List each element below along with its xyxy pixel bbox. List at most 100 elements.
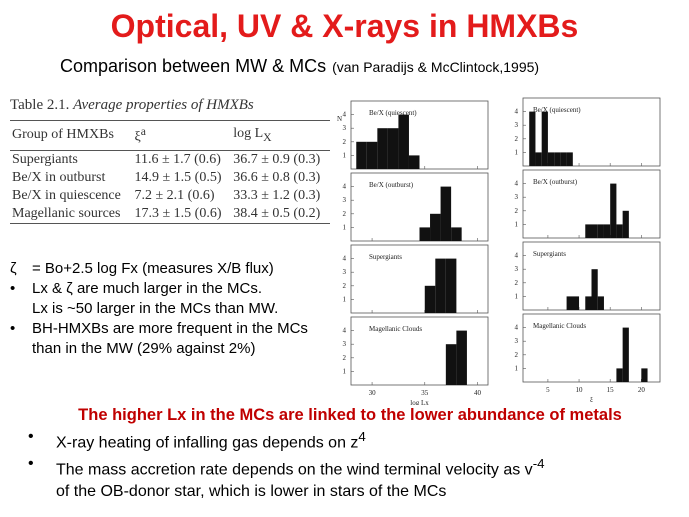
panel-label: Magellanic Clouds — [533, 322, 586, 330]
table-cell: 7.2 ± 2.1 (0.6) — [134, 187, 215, 203]
header-cell: log LX — [231, 120, 330, 151]
histogram-bar — [541, 111, 548, 166]
header-text: ξ — [134, 129, 141, 145]
x-tick-label: 40 — [474, 389, 482, 397]
table-row: Be/X in outburst 14.9 ± 1.5 (0.5) 36.6 ± 0… — [10, 169, 330, 187]
x-tick-label: 35 — [421, 389, 429, 397]
bullet-text: Lx & ζ are much larger in the MCs. — [32, 280, 263, 297]
header-text: Group of HMXBs — [12, 127, 114, 143]
y-tick-label: 3 — [343, 124, 347, 132]
bullet-sup: 4 — [358, 429, 366, 444]
header-sup: a — [140, 125, 146, 138]
histogram-bar — [641, 368, 648, 382]
table-cell: 14.9 ± 1.5 (0.5) — [134, 169, 222, 185]
bullet-text: The mass accretion rate depends on the w… — [56, 461, 533, 479]
bottom-text: The higher Lx in the MCs are linked to t… — [10, 405, 689, 502]
y-tick-label: 2 — [515, 135, 519, 143]
bullet-text-block: BH-HMXBs are more frequent in the MCs th… — [32, 319, 340, 359]
panel-label: Supergiants — [369, 253, 402, 261]
table-cell: Be/X in outburst — [12, 169, 106, 185]
bullet-marker: • — [10, 280, 16, 297]
histogram-bar — [408, 155, 420, 169]
table-row: Be/X in quiescence 7.2 ± 2.1 (0.6) 33.3 ± … — [10, 187, 330, 205]
table-cell: 11.6 ± 1.7 (0.6) — [134, 151, 221, 167]
figure-left: Be/X (quiescent) 1 2 3 4 Be/X (outburst) 1 2 3 4 S… — [337, 100, 489, 405]
histogram-bar — [398, 114, 409, 169]
table-cell: 36.6 ± 0.8 (0.3) — [233, 169, 321, 185]
bullet-text: X-ray heating of infalling gas depends o… — [56, 434, 359, 452]
bullet-text: BH-HMXBs are more frequent in the MCs th… — [32, 320, 308, 357]
heading: The higher Lx in the MCs are linked to t… — [78, 406, 622, 424]
bullet-sup: -4 — [532, 456, 545, 472]
histogram-bar — [377, 128, 388, 169]
x-tick-label: 30 — [369, 389, 377, 397]
y-tick-label: 1 — [343, 151, 347, 159]
y-tick-label: 2 — [515, 351, 519, 359]
panel-frame — [350, 316, 489, 386]
y-tick-label: 4 — [343, 255, 347, 263]
histogram-bar — [366, 141, 378, 169]
histogram-bar — [419, 227, 431, 241]
bullet-text-block: The mass accretion rate depends on the w… — [56, 453, 545, 501]
histogram-bar — [535, 152, 542, 166]
y-tick-label: 1 — [343, 223, 347, 231]
histogram-bar — [547, 152, 555, 166]
y-tick-label: 4 — [343, 111, 347, 119]
table: Table 2.1. Average properties of HMXBs G… — [10, 97, 330, 224]
bullet-text-block: Lx & ζ are much larger in the MCs. Lx is … — [32, 279, 278, 319]
histogram-bar — [603, 224, 611, 238]
panel-label: Supergiants — [533, 250, 566, 258]
bullet-marker: • — [28, 428, 34, 445]
bullet-text-block: X-ray heating of infalling gas depends o… — [56, 426, 366, 453]
table-cell: 36.7 ± 0.9 (0.3) — [233, 151, 321, 167]
histogram-bar — [356, 141, 367, 169]
y-tick-label: 4 — [343, 327, 347, 335]
y-tick-label: 1 — [515, 148, 519, 156]
table-cell: 38.4 ± 0.5 (0.2) — [233, 205, 321, 221]
histogram-bar — [529, 111, 536, 166]
histogram-bar — [616, 224, 623, 238]
histogram-bar — [456, 330, 467, 385]
bullet: • BH-HMXBs are more frequent in the MCs t… — [10, 319, 340, 359]
figure-right: Be/X (quiescent) 1 2 3 4 Be/X (outburst) 1 2 3 4 S… — [515, 97, 661, 402]
table-cell: Supergiants — [12, 151, 78, 167]
table-cell: Be/X in quiescence — [12, 187, 121, 203]
table-row: Magellanic sources 17.3 ± 1.5 (0.6) 38.4 ±… — [10, 205, 330, 224]
y-tick-label: 4 — [515, 180, 519, 188]
panel-label: Be/X (outburst) — [369, 181, 414, 189]
y-tick-label: 3 — [343, 268, 347, 276]
y-tick-label: 1 — [343, 367, 347, 375]
bullet: • Lx & ζ are much larger in the MCs. Lx is… — [10, 279, 340, 319]
y-tick-label: 2 — [515, 279, 519, 287]
y-tick-label: 1 — [343, 295, 347, 303]
caption-label: Table 2.1. — [10, 97, 70, 113]
y-tick-label: 3 — [515, 121, 519, 129]
histogram-bar — [435, 258, 446, 313]
histogram-bar — [554, 152, 561, 166]
x-tick-label: 10 — [576, 386, 584, 394]
y-tick-label: 2 — [515, 207, 519, 215]
histogram-bar — [591, 269, 598, 310]
header-text: log L — [233, 126, 264, 142]
panel-frame — [522, 313, 661, 383]
bullet: • X-ray heating of infalling gas depends … — [10, 426, 689, 453]
y-tick-label: 1 — [515, 364, 519, 372]
histogram-bar — [597, 296, 604, 310]
histogram-bar — [622, 210, 629, 238]
histogram-bar — [424, 285, 436, 313]
y-tick-label: 4 — [515, 252, 519, 260]
table-cell: 17.3 ± 1.5 (0.6) — [134, 205, 222, 221]
x-tick-label: 15 — [607, 386, 615, 394]
histogram-bar — [566, 296, 580, 310]
histogram-bar — [440, 186, 452, 241]
y-tick-label: 3 — [515, 337, 519, 345]
title: Optical, UV & X-rays in HMXBs — [110, 8, 579, 44]
histogram-bar — [566, 152, 573, 166]
bullet-text-block: = Bo+2.5 log Fx (measures X/B flux) — [32, 259, 274, 279]
panel-frame — [350, 244, 489, 314]
y-tick-label: 4 — [515, 324, 519, 332]
histogram-bar — [451, 227, 462, 241]
y-tick-label: 2 — [343, 138, 347, 146]
bullets: ζ = Bo+2.5 log Fx (measures X/B flux) • Lx … — [10, 259, 340, 359]
histogram-bar — [597, 224, 604, 238]
